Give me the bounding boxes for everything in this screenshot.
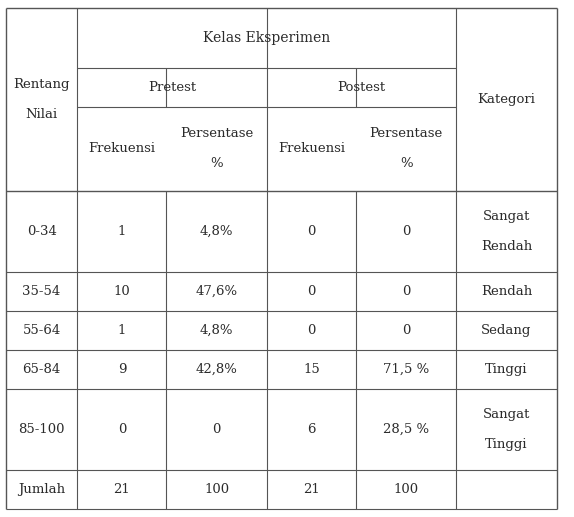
Text: 71,5 %: 71,5 % [383,363,429,376]
Text: Postest: Postest [338,81,386,94]
Text: 10: 10 [114,285,130,298]
Text: Persentase

%: Persentase % [180,127,253,171]
Text: 42,8%: 42,8% [196,363,238,376]
Text: 0: 0 [307,285,316,298]
Text: Rentang

Nilai: Rentang Nilai [13,78,70,121]
Text: 0: 0 [402,285,410,298]
Text: Frekuensi: Frekuensi [88,142,156,156]
Text: 0: 0 [118,423,126,436]
Text: 100: 100 [394,483,418,496]
Text: Pretest: Pretest [148,81,196,94]
Text: Jumlah: Jumlah [18,483,65,496]
Text: 0: 0 [402,225,410,238]
Text: 28,5 %: 28,5 % [383,423,429,436]
Text: 55-64: 55-64 [22,324,61,337]
Text: 4,8%: 4,8% [200,225,234,238]
Text: 0: 0 [212,423,221,436]
Text: 6: 6 [307,423,316,436]
Text: Kelas Eksperimen: Kelas Eksperimen [203,31,331,45]
Text: Sangat

Rendah: Sangat Rendah [481,210,532,253]
Text: Sedang: Sedang [482,324,532,337]
Text: 9: 9 [118,363,126,376]
Text: 35-54: 35-54 [22,285,61,298]
Text: 47,6%: 47,6% [196,285,238,298]
Text: 65-84: 65-84 [22,363,61,376]
Text: 100: 100 [204,483,229,496]
Text: 0-34: 0-34 [26,225,57,238]
Text: 85-100: 85-100 [18,423,65,436]
Text: 1: 1 [118,324,126,337]
Text: 0: 0 [307,225,316,238]
Text: Kategori: Kategori [478,93,536,106]
Text: 15: 15 [303,363,320,376]
Text: Frekuensi: Frekuensi [278,142,345,156]
Text: 0: 0 [307,324,316,337]
Text: Sangat

Tinggi: Sangat Tinggi [483,408,530,451]
Text: Tinggi: Tinggi [485,363,528,376]
Text: 21: 21 [114,483,130,496]
Text: Rendah: Rendah [481,285,532,298]
Text: Persentase

%: Persentase % [370,127,443,171]
Text: 1: 1 [118,225,126,238]
Text: 0: 0 [402,324,410,337]
Text: 4,8%: 4,8% [200,324,234,337]
Text: 21: 21 [303,483,320,496]
